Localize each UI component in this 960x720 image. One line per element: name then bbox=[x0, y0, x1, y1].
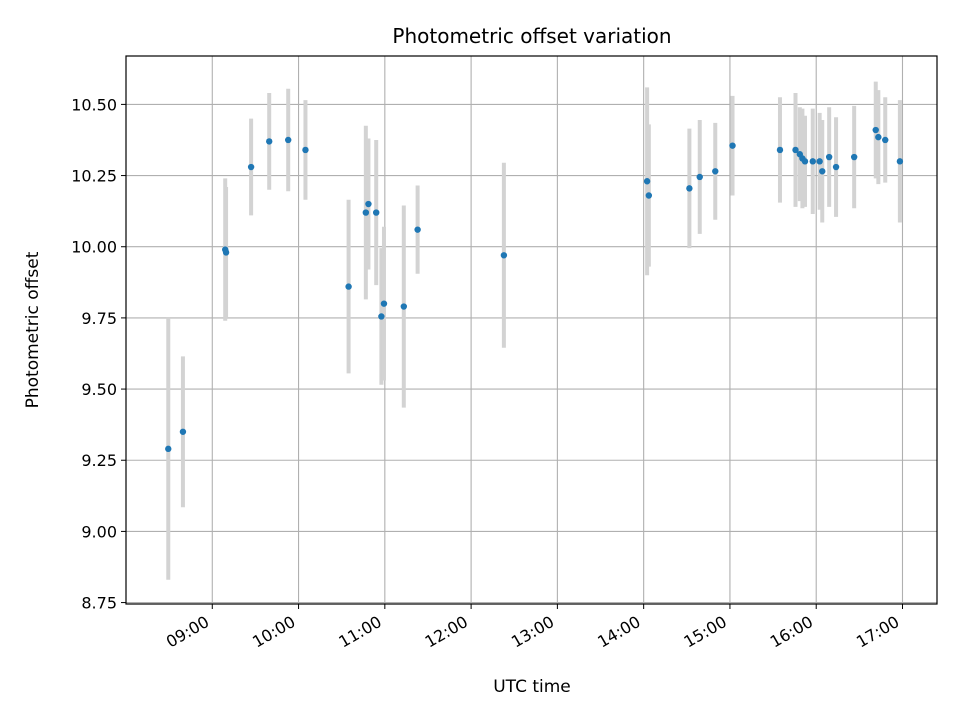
data-point bbox=[792, 146, 799, 154]
data-point bbox=[179, 428, 187, 435]
y-tick-label: 9.50 bbox=[81, 380, 117, 399]
data-point bbox=[500, 252, 508, 259]
y-tick-label: 10.00 bbox=[71, 238, 117, 257]
data-point bbox=[414, 226, 421, 233]
data-point bbox=[809, 158, 816, 165]
data-point bbox=[345, 283, 352, 290]
data-point bbox=[400, 303, 408, 310]
data-point bbox=[825, 153, 833, 161]
y-tick-label: 10.25 bbox=[71, 167, 117, 186]
plot-frame bbox=[125, 55, 938, 605]
y-axis-ticks: 8.75 9.00 9.25 9.50 9.75 10.00 10.25 10.50 bbox=[71, 95, 126, 613]
chart-title: Photometric offset variation bbox=[392, 24, 671, 48]
y-tick-label: 8.75 bbox=[81, 594, 117, 613]
y-tick-label: 9.25 bbox=[81, 451, 117, 470]
data-point bbox=[362, 209, 370, 216]
data-point bbox=[712, 168, 719, 175]
data-point bbox=[302, 146, 309, 154]
y-tick-label: 9.75 bbox=[81, 309, 117, 328]
data-point bbox=[816, 158, 823, 165]
data-point bbox=[222, 249, 230, 256]
data-point bbox=[645, 192, 653, 199]
data-point bbox=[872, 126, 879, 134]
data-point bbox=[378, 313, 385, 320]
data-point bbox=[266, 138, 273, 145]
data-point bbox=[729, 142, 736, 149]
data-point bbox=[776, 146, 784, 154]
data-point bbox=[247, 163, 255, 171]
data-point bbox=[380, 300, 388, 307]
data-point bbox=[850, 153, 858, 161]
x-axis-label: UTC time bbox=[493, 677, 571, 697]
data-point bbox=[365, 200, 372, 208]
data-point bbox=[643, 178, 651, 185]
data-point bbox=[875, 133, 882, 141]
data-point bbox=[285, 136, 292, 144]
data-point bbox=[819, 168, 826, 175]
data-point bbox=[165, 445, 172, 453]
data-point bbox=[882, 136, 889, 144]
data-point bbox=[896, 158, 904, 165]
data-points bbox=[165, 126, 904, 453]
y-tick-label: 9.00 bbox=[81, 522, 117, 541]
y-tick-label: 10.50 bbox=[71, 95, 117, 114]
data-point bbox=[832, 163, 840, 171]
data-point bbox=[696, 173, 703, 181]
grid bbox=[126, 56, 937, 604]
data-point bbox=[686, 185, 693, 192]
data-point bbox=[801, 158, 809, 165]
y-axis-label: Photometric offset bbox=[23, 251, 43, 408]
data-point bbox=[373, 209, 380, 216]
